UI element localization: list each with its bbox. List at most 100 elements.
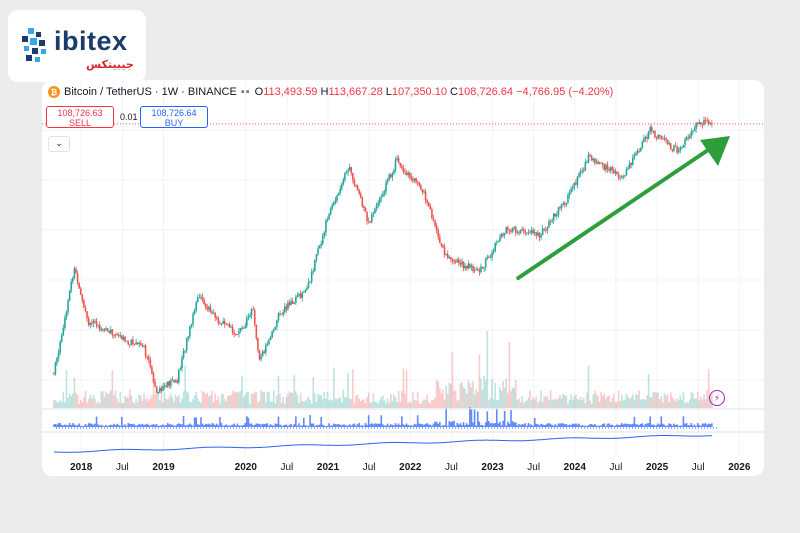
volume-bar — [586, 392, 588, 408]
volume-bar — [662, 402, 664, 408]
candle-body — [144, 345, 147, 356]
indicator-bar — [405, 423, 408, 427]
candle-body — [64, 317, 66, 328]
volume-bar — [135, 399, 137, 408]
indicator-bar — [704, 423, 707, 427]
volume-bar — [658, 399, 661, 408]
volume-bar — [282, 397, 285, 408]
indicator-bar — [68, 423, 71, 427]
volume-bar — [613, 393, 615, 408]
volume-bar — [385, 403, 387, 408]
candle-body — [152, 373, 155, 383]
volume-bar — [146, 397, 148, 408]
volume-bar — [59, 400, 61, 408]
volume-bar — [317, 393, 319, 408]
volume-bar — [359, 401, 362, 408]
volume-bar — [252, 393, 254, 408]
candle-body — [486, 256, 489, 259]
candle-body — [546, 227, 549, 231]
candle-body — [516, 232, 519, 234]
volume-bar — [589, 400, 591, 408]
candle-body — [271, 331, 273, 338]
indicator-bar — [266, 423, 269, 427]
candle-body — [494, 243, 496, 252]
more-dots-icon[interactable]: ▪▪ — [240, 86, 251, 98]
candle-body — [78, 282, 80, 289]
volume-bar — [408, 401, 411, 408]
volume-bar — [377, 403, 379, 408]
lightning-icon[interactable]: ⚡ — [709, 390, 725, 406]
indicator-bar — [255, 423, 258, 427]
indicator-bar — [233, 423, 235, 427]
indicator-bar — [323, 425, 326, 427]
volume-bar — [617, 390, 620, 408]
buy-button[interactable]: 108,726.64 BUY — [140, 106, 208, 128]
volume-bar — [587, 365, 590, 408]
volume-bar — [114, 390, 117, 408]
candle-body — [459, 263, 462, 265]
volume-bar — [358, 398, 360, 408]
indicator-bar — [434, 421, 436, 427]
volume-bar — [206, 392, 209, 408]
volume-bar — [431, 400, 433, 408]
indicator-bar — [182, 415, 185, 427]
candle-body — [340, 184, 343, 189]
indicator-bar — [478, 421, 481, 427]
volume-bar — [533, 399, 536, 408]
indicator-bar — [272, 425, 275, 427]
indicator-bar — [345, 425, 348, 427]
candle-body — [453, 260, 455, 262]
sell-button[interactable]: 108,726.63 SELL — [46, 106, 114, 128]
interval-label[interactable]: 1W — [161, 86, 179, 98]
volume-bar — [473, 394, 476, 408]
indicator-bar — [421, 424, 424, 427]
volume-bar — [239, 391, 242, 408]
candle-body — [217, 318, 220, 324]
price-chart[interactable]: 2018 Jul 2019 2020 Jul 2021 Jul 2022 Jul 2023 Jul 2… — [42, 80, 764, 476]
indicator-bar — [522, 424, 525, 427]
volume-bar — [565, 396, 568, 408]
volume-bar — [582, 397, 585, 408]
indicator-bar — [146, 423, 148, 427]
candle-body — [533, 232, 536, 234]
volume-bar — [456, 400, 459, 408]
volume-bar — [274, 403, 277, 408]
volume-bar — [320, 395, 322, 408]
indicator-bar — [514, 422, 517, 427]
indicator-bar — [601, 424, 604, 427]
chart-panel[interactable]: 2018 Jul 2019 2020 Jul 2021 Jul 2022 Jul 2023 Jul 2… — [42, 80, 764, 476]
volume-bar — [650, 397, 653, 408]
candle-body — [223, 321, 226, 325]
indicator-bar — [465, 423, 468, 427]
volume-bar — [225, 401, 228, 408]
volume-bar — [706, 390, 708, 408]
candle-body — [435, 225, 438, 231]
volume-bar — [619, 401, 621, 408]
candle-body — [361, 197, 364, 207]
indicator-bar — [443, 425, 446, 427]
candle-body — [296, 295, 299, 297]
indicator-bar — [54, 424, 57, 427]
candle-body — [125, 340, 128, 342]
candle-body — [385, 182, 387, 192]
collapse-button[interactable]: ⌄ — [48, 136, 70, 152]
candle-body — [157, 392, 160, 394]
candle-body — [476, 268, 479, 271]
candle-body — [614, 171, 617, 174]
volume-bar — [383, 400, 386, 408]
candle-body — [519, 230, 522, 234]
volume-bar — [217, 396, 220, 408]
indicator-bar — [446, 425, 449, 427]
volume-bar — [236, 391, 239, 408]
volume-bar — [402, 368, 405, 408]
indicator-bar — [636, 424, 639, 427]
volume-bar — [87, 398, 90, 408]
volume-bar — [246, 392, 248, 408]
candle-body — [587, 154, 590, 163]
symbol-name[interactable]: Bitcoin / TetherUS — [64, 86, 152, 98]
indicator-bar — [459, 423, 462, 427]
indicator-bar — [505, 425, 508, 427]
indicator-bar — [492, 423, 495, 427]
candle-body — [119, 335, 122, 337]
x-tick-label: 2025 — [646, 462, 669, 473]
